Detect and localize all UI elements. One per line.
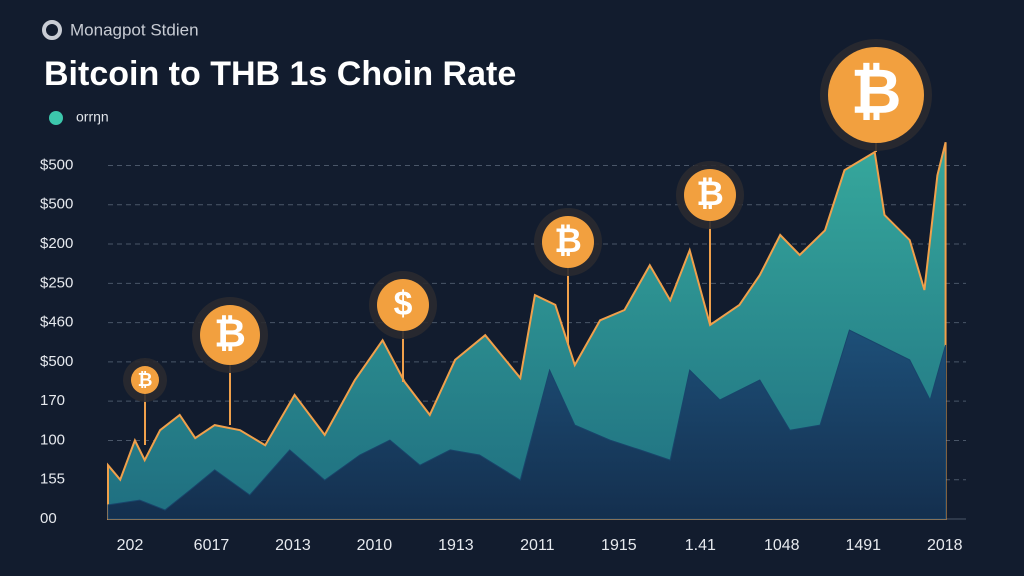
x-tick-label: 202: [117, 537, 144, 554]
brand: Monagpot Stdien: [70, 20, 199, 39]
x-tick-label: 2013: [275, 537, 311, 554]
marker-symbol: ₿: [214, 312, 246, 355]
marker-coin: [377, 279, 429, 331]
legend-label: orrŋn: [76, 109, 109, 125]
marker-coin: [131, 366, 159, 394]
x-tick-label: 2010: [357, 537, 393, 554]
y-tick-label: $250: [40, 274, 73, 291]
marker-coin: [200, 305, 260, 365]
y-tick-label: 170: [40, 392, 65, 409]
x-tick-label: 1491: [845, 537, 881, 554]
marker-symbol: $: [394, 285, 413, 323]
brand-logo: [42, 20, 62, 40]
x-tick-label: 1.41: [685, 537, 716, 554]
y-tick-label: $460: [40, 314, 73, 331]
marker-coin: [684, 169, 736, 221]
area: [107, 329, 947, 520]
marker-symbol: ₿: [851, 57, 902, 126]
x-tick-label: 1915: [601, 537, 637, 554]
marker-coin: [828, 47, 924, 143]
marker-symbol: ₿: [554, 222, 582, 260]
y-tick-label: $500: [40, 196, 73, 213]
chart-title: Bitcoin to THB 1s Choin Rate: [44, 55, 516, 93]
x-tick-label: 2011: [520, 537, 555, 554]
x-tick-label: 2018: [927, 537, 963, 554]
marker-coin: [542, 216, 594, 268]
y-tick-label: $500: [40, 353, 73, 370]
y-tick-label: 100: [40, 431, 65, 448]
y-tick-label: $500: [40, 156, 73, 173]
x-tick-label: 6017: [194, 537, 230, 554]
x-tick-label: 1913: [438, 537, 474, 554]
y-tick-label: 155: [40, 471, 65, 488]
marker-symbol: ₿: [138, 370, 153, 390]
x-tick-label: 1048: [764, 537, 800, 554]
y-tick-label: $200: [40, 235, 73, 252]
legend-swatch: [49, 111, 63, 125]
marker-symbol: ₿: [696, 175, 724, 213]
y-tick-label: 00: [40, 510, 57, 527]
